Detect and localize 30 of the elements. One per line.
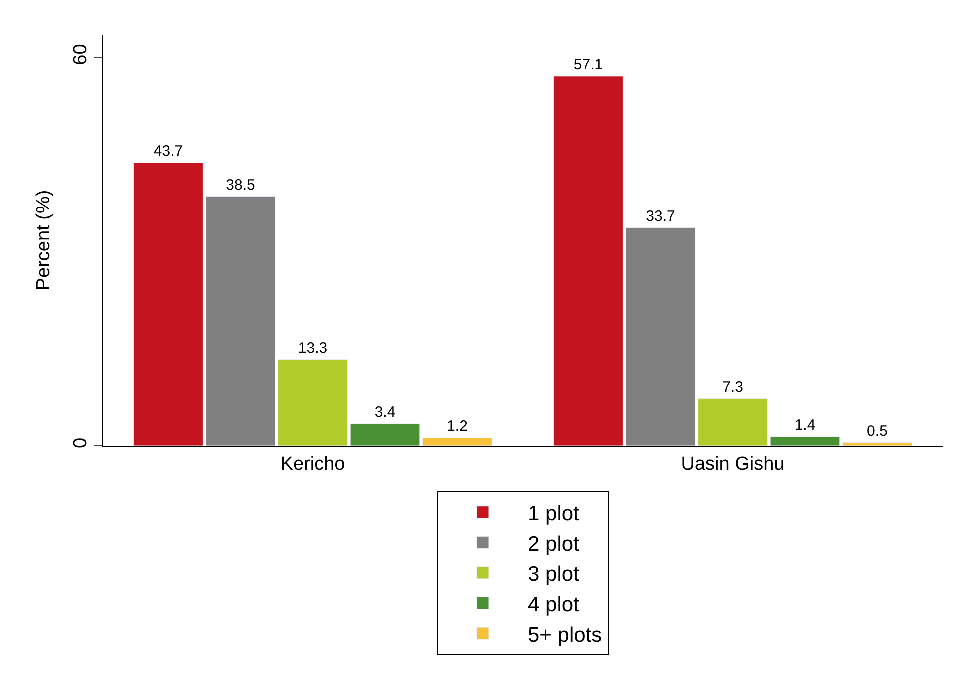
data-label: 3.4	[374, 404, 396, 421]
legend-label: 1 plot	[528, 502, 580, 526]
data-label: 57.1	[574, 56, 604, 74]
data-label: 33.7	[646, 208, 676, 225]
data-label: 43.7	[154, 143, 184, 160]
x-tick-label: Uasin Gishu	[681, 454, 785, 475]
bar	[626, 228, 696, 446]
y-tick-label: 0	[70, 438, 92, 448]
data-label: 1.4	[794, 416, 816, 434]
bar	[842, 442, 912, 446]
bar	[206, 196, 276, 446]
legend-label: 2 plot	[528, 532, 580, 556]
legend-label: 5+ plots	[528, 624, 602, 647]
bar	[554, 76, 624, 446]
bar	[278, 360, 348, 446]
bar	[134, 162, 204, 446]
data-label: 7.3	[722, 378, 744, 396]
legend-label: 4 plot	[528, 593, 580, 616]
bar	[422, 438, 492, 446]
data-label: 1.2	[447, 418, 468, 436]
legend-label: 3 plot	[528, 563, 580, 586]
bar	[698, 398, 768, 446]
x-tick-label: Kericho	[280, 454, 346, 475]
data-label: 38.5	[226, 176, 256, 194]
bar	[350, 424, 420, 446]
bar	[770, 436, 840, 446]
y-axis-title: Percent (%)	[33, 190, 54, 291]
data-label: 13.3	[298, 340, 328, 357]
data-label: 0.5	[867, 422, 888, 440]
y-tick-label: 60	[70, 44, 92, 66]
